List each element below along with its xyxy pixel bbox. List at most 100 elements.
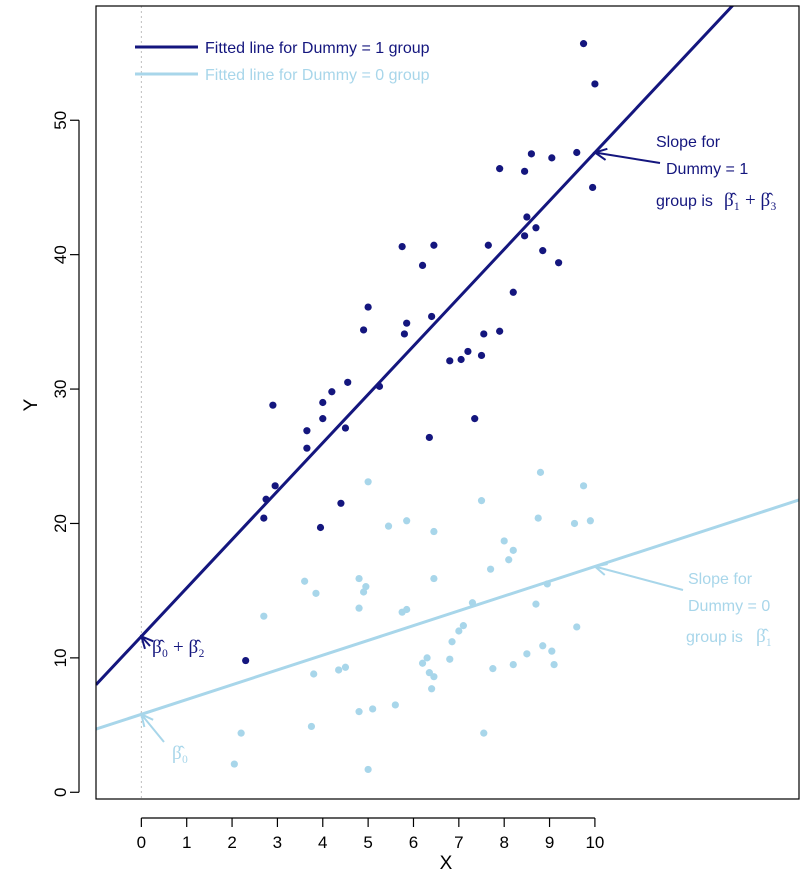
x-tick-label: 8 [499, 833, 508, 852]
annotation-slope-dummy1-symbol: β̂₁ + β̂₃ [724, 190, 777, 211]
data-point-series-1 [355, 604, 363, 612]
data-point-series-0 [496, 327, 504, 335]
data-point-series-0 [403, 319, 411, 327]
data-point-series-1 [539, 642, 547, 650]
x-axis-title: X [440, 853, 453, 874]
data-point-series-0 [521, 167, 529, 175]
x-tick-label: 6 [409, 833, 418, 852]
data-point-series-0 [471, 415, 479, 423]
annotation-intercept-dummy1-symbol: β̂₀ + β̂₂ [152, 637, 205, 658]
annotation-slope-dummy0-arrow [592, 563, 684, 591]
annotation-slope-dummy1-line2: Dummy = 1 [666, 161, 748, 178]
data-point-series-0 [262, 495, 270, 503]
data-point-series-1 [500, 537, 508, 545]
x-tick-label: 1 [182, 833, 191, 852]
y-tick-label: 10 [51, 648, 70, 667]
data-point-series-1 [418, 659, 427, 667]
data-point-series-1 [301, 577, 309, 585]
data-point-series-0 [428, 312, 436, 321]
data-point-series-0 [400, 330, 409, 338]
data-point-series-0 [555, 259, 563, 267]
data-point-series-0 [328, 388, 336, 396]
x-tick-label: 0 [137, 833, 146, 852]
data-point-series-0 [527, 150, 536, 158]
data-point-series-0 [316, 523, 325, 532]
annotation-intercept-dummy1-arrow [139, 634, 154, 650]
data-point-series-1 [430, 574, 438, 583]
data-point-series-1 [548, 647, 556, 655]
data-point-series-0 [337, 499, 345, 507]
y-axis-title: Y [21, 398, 42, 411]
annotation-slope-dummy1-line1: Slope for [656, 134, 721, 151]
x-tick-label: 4 [318, 833, 327, 852]
data-point-series-1 [369, 705, 377, 713]
data-point-series-0 [548, 154, 556, 162]
x-tick-label: 7 [454, 833, 463, 852]
data-point-series-1 [230, 760, 238, 768]
data-point-series-1 [364, 765, 372, 774]
data-point-series-0 [539, 247, 547, 255]
axes-layer: 0 1 2 3 4 5 6 7 8 9 10 0 10 20 30 40 50 [51, 5, 800, 852]
data-point-series-1 [307, 722, 316, 731]
data-point-series-0 [579, 40, 588, 48]
data-point-series-1 [310, 670, 318, 678]
data-point-series-0 [260, 514, 268, 522]
data-point-series-1 [260, 612, 268, 620]
data-point-series-0 [573, 148, 581, 157]
data-point-series-1 [430, 673, 438, 681]
data-point-series-1 [403, 517, 411, 525]
data-point-series-1 [403, 605, 411, 614]
annotation-slope-dummy1-line3: group is [656, 193, 713, 210]
data-point-series-1 [362, 583, 370, 591]
x-tick-label: 10 [585, 833, 604, 852]
data-point-series-1 [536, 468, 545, 476]
data-point-series-1 [428, 685, 436, 693]
data-point-series-1 [430, 527, 438, 536]
data-point-series-0 [269, 401, 277, 409]
data-point-series-1 [586, 517, 594, 525]
data-point-series-1 [423, 654, 431, 662]
data-point-series-1 [312, 589, 320, 597]
data-point-series-1 [509, 546, 517, 554]
data-point-series-0 [398, 242, 406, 251]
data-point-series-0 [477, 351, 486, 360]
data-point-series-1 [384, 522, 393, 530]
data-point-series-1 [391, 701, 399, 709]
annotation-slope-dummy0-line1: Slope for [688, 571, 753, 588]
data-point-series-0 [271, 482, 279, 490]
data-point-series-1 [570, 519, 579, 528]
y-tick-label: 0 [51, 788, 70, 797]
data-point-series-1 [448, 638, 456, 646]
data-point-series-0 [589, 183, 597, 192]
data-point-series-0 [496, 165, 504, 173]
data-point-series-1 [355, 708, 363, 716]
annotation-slope-dummy1: Slope for Dummy = 1 group is β̂₁ + β̂₃ [592, 134, 777, 211]
data-point-series-0 [532, 224, 540, 232]
data-point-series-1 [364, 478, 372, 486]
data-point-series-0 [484, 241, 492, 249]
data-point-series-1 [534, 514, 542, 522]
data-point-series-0 [303, 427, 311, 435]
annotation-slope-dummy0: Slope for Dummy = 0 group is β̂₁ [592, 563, 772, 647]
data-point-series-1 [573, 623, 581, 631]
data-point-series-0 [359, 326, 368, 334]
annotation-intercept-dummy1: β̂₀ + β̂₂ [139, 634, 205, 658]
data-point-series-1 [579, 482, 588, 490]
legend-label-dummy1: Fitted line for Dummy = 1 group [205, 40, 430, 57]
data-point-series-0 [364, 303, 372, 311]
data-point-series-1 [486, 565, 495, 573]
data-point-series-1 [477, 497, 486, 505]
data-point-series-0 [446, 357, 454, 365]
plot-frame [95, 5, 800, 800]
x-tick-label: 9 [545, 833, 554, 852]
data-point-series-1 [455, 627, 463, 635]
data-point-series-1 [480, 729, 488, 737]
y-tick-label: 30 [51, 380, 70, 399]
fitted-line-series-1 [96, 498, 799, 731]
y-tick-label: 40 [51, 245, 70, 264]
data-point-series-0 [303, 444, 311, 452]
data-point-series-0 [319, 398, 327, 407]
data-point-series-0 [591, 80, 599, 88]
legend: Fitted line for Dummy = 1 group Fitted l… [135, 40, 430, 84]
y-tick-label: 20 [51, 514, 70, 533]
